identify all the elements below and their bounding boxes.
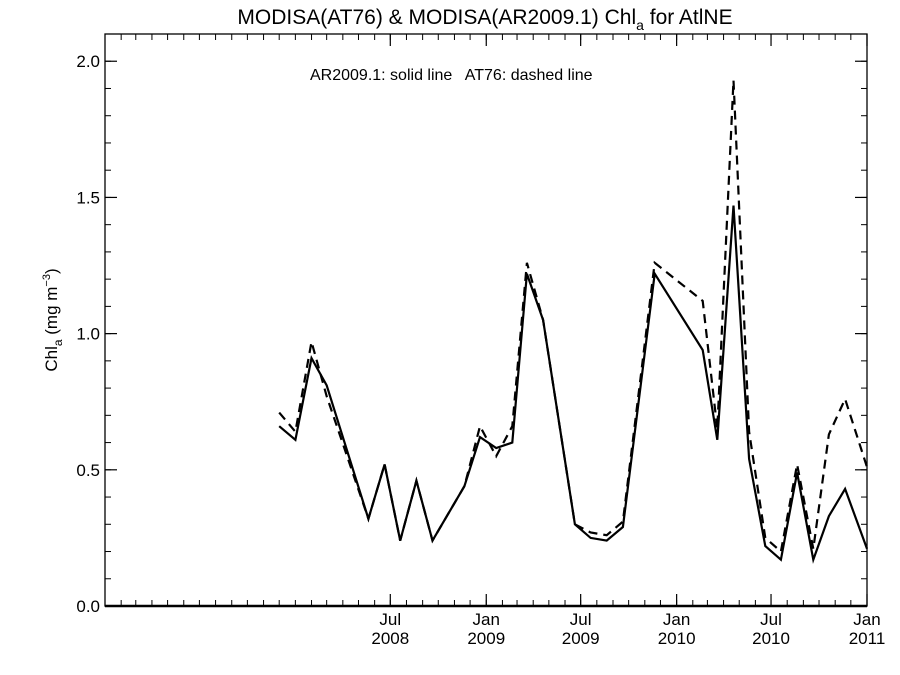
data-series xyxy=(278,80,869,564)
y-tick-label: 1.5 xyxy=(76,188,100,207)
x-tick-year-label: 2009 xyxy=(562,629,600,648)
series-line-at76 xyxy=(278,80,869,554)
series-style-note: AR2009.1: solid line AT76: dashed line xyxy=(310,67,593,84)
series-line-ar2009-1 xyxy=(278,205,869,564)
x-tick-year-label: 2010 xyxy=(658,629,696,648)
x-tick-year-label: 2010 xyxy=(752,629,790,648)
x-tick-month-label: Jan xyxy=(473,610,500,629)
axis-tick-labels: 0.00.51.01.52.0Jul2008Jan2009Jul2009Jan2… xyxy=(76,52,885,648)
axis-ticks xyxy=(104,33,868,607)
y-axis-label: Chla (mg m−3) xyxy=(41,268,65,371)
chart-title: MODISA(AT76) & MODISA(AR2009.1) Chla for… xyxy=(237,6,732,33)
plot-frame xyxy=(104,33,868,607)
y-tick-label: 0.0 xyxy=(76,597,100,616)
x-tick-month-label: Jul xyxy=(760,610,782,629)
x-tick-month-label: Jan xyxy=(853,610,880,629)
y-tick-label: 1.0 xyxy=(76,325,100,344)
y-tick-label: 2.0 xyxy=(76,52,100,71)
x-tick-year-label: 2008 xyxy=(371,629,409,648)
x-tick-year-label: 2009 xyxy=(467,629,505,648)
y-tick-label: 0.5 xyxy=(76,461,100,480)
x-tick-month-label: Jul xyxy=(570,610,592,629)
x-tick-year-label: 2011 xyxy=(849,629,886,648)
x-tick-month-label: Jul xyxy=(379,610,401,629)
x-tick-month-label: Jan xyxy=(663,610,690,629)
